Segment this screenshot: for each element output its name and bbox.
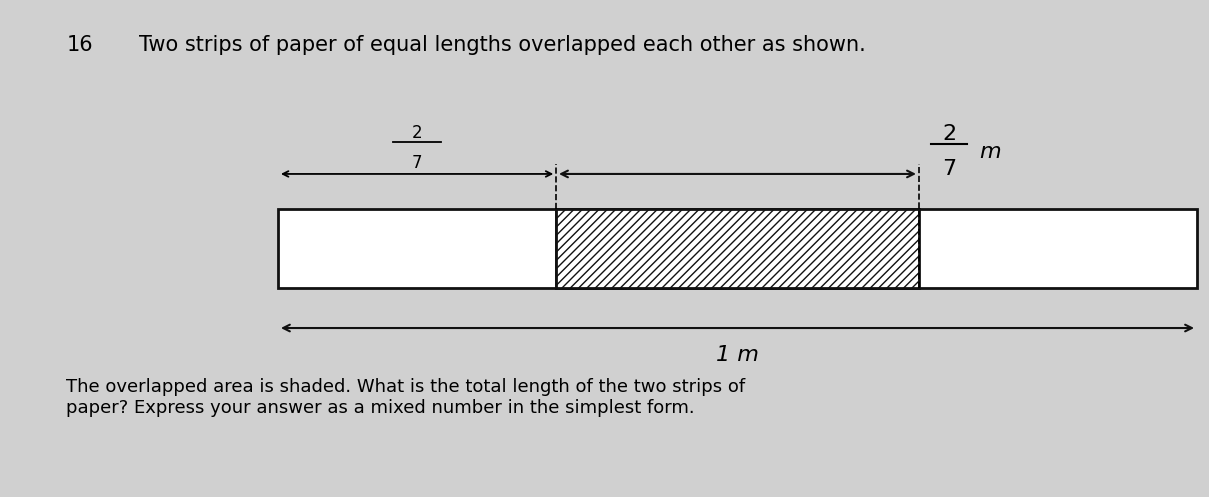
Text: m: m [979, 142, 1001, 162]
Bar [556, 209, 919, 288]
Text: 16: 16 [66, 35, 93, 55]
Text: 7: 7 [412, 154, 422, 172]
Text: 2: 2 [412, 124, 422, 142]
Bar [278, 209, 919, 288]
Text: 7: 7 [942, 159, 956, 179]
Bar [556, 209, 1197, 288]
Text: 1 m: 1 m [716, 345, 759, 365]
Text: Two strips of paper of equal lengths overlapped each other as shown.: Two strips of paper of equal lengths ove… [139, 35, 866, 55]
Text: The overlapped area is shaded. What is the total length of the two strips of
pap: The overlapped area is shaded. What is t… [66, 378, 746, 416]
Text: 2: 2 [942, 124, 956, 144]
